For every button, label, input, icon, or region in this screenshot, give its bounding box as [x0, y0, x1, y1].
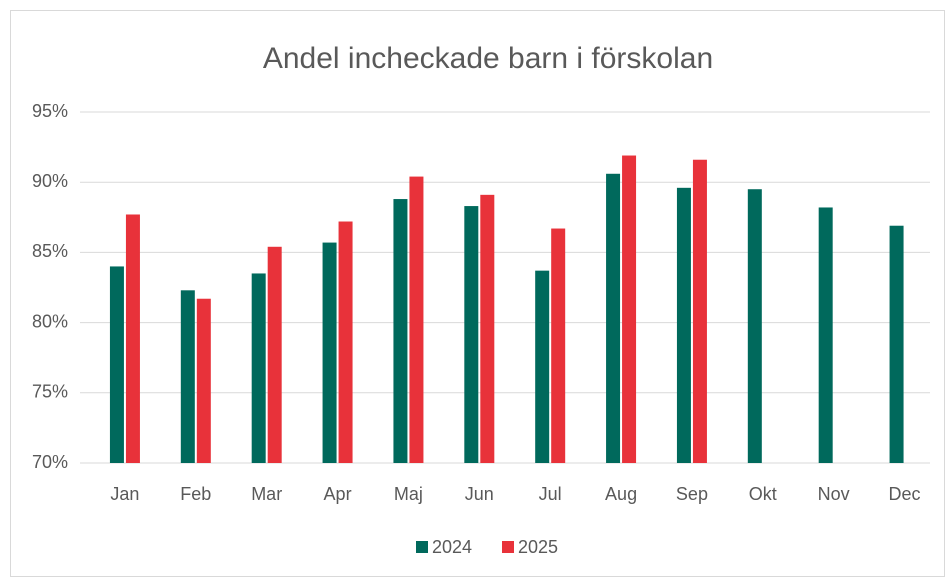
legend-label: 2024: [432, 537, 472, 557]
x-tick-label: Jun: [465, 484, 494, 504]
bar: [480, 194, 495, 463]
bar: [267, 246, 282, 463]
legend-swatch: [416, 541, 428, 553]
legend-label: 2025: [518, 537, 558, 557]
bar: [180, 290, 195, 463]
bar: [393, 199, 408, 463]
x-tick-label: Feb: [180, 484, 211, 504]
x-tick-label: Dec: [889, 484, 921, 504]
x-tick-label: Jan: [110, 484, 139, 504]
bar: [196, 298, 211, 463]
y-tick-label: 95%: [32, 101, 68, 121]
bar: [409, 176, 424, 464]
x-tick-label: Maj: [394, 484, 423, 504]
legend-swatch: [502, 541, 514, 553]
bar: [692, 159, 707, 463]
x-tick-label: Aug: [605, 484, 637, 504]
bar: [535, 270, 550, 463]
x-tick-label: Okt: [749, 484, 777, 504]
y-tick-label: 80%: [32, 311, 68, 331]
bar: [322, 242, 337, 463]
bar: [551, 228, 566, 463]
bar: [338, 221, 353, 463]
y-tick-label: 75%: [32, 382, 68, 402]
bar: [676, 187, 691, 464]
bar: [889, 225, 904, 463]
bar: [606, 173, 621, 463]
y-tick-label: 90%: [32, 171, 68, 191]
y-tick-label: 70%: [32, 452, 68, 472]
chart-title: Andel incheckade barn i förskolan: [263, 42, 713, 75]
bar: [109, 266, 124, 463]
bar: [818, 207, 833, 463]
bar: [125, 214, 140, 463]
bar: [251, 273, 266, 463]
x-tick-label: Apr: [324, 484, 352, 504]
x-tick-label: Mar: [251, 484, 282, 504]
y-tick-label: 85%: [32, 241, 68, 261]
x-tick-label: Nov: [818, 484, 850, 504]
bar: [747, 189, 762, 463]
x-tick-label: Jul: [539, 484, 562, 504]
x-tick-label: Sep: [676, 484, 708, 504]
bar: [464, 206, 479, 463]
bar: [622, 155, 637, 464]
